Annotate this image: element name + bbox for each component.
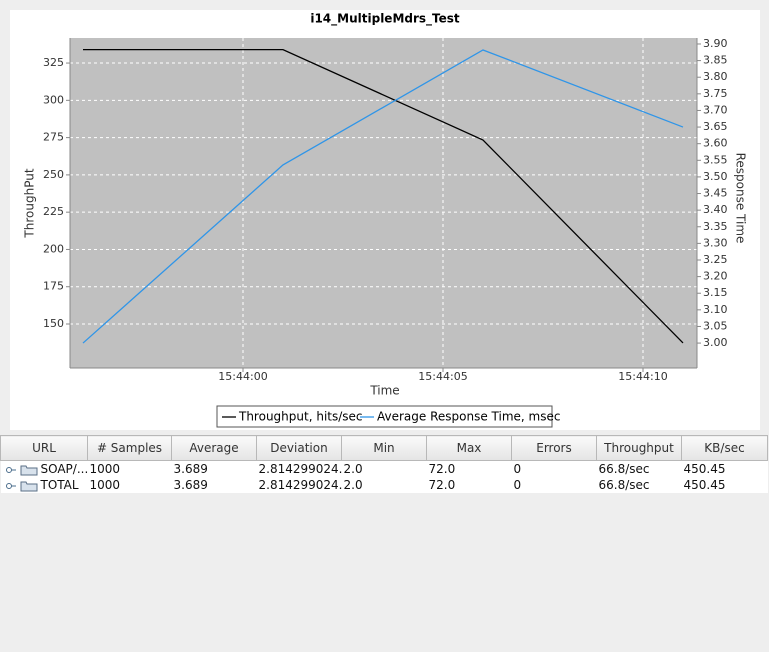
column-header: Errors (511, 435, 597, 461)
cell-text: 2.814299024... (258, 462, 342, 476)
y2-tick-label: 3.50 (703, 170, 728, 183)
y2-tick-label: 3.55 (703, 153, 728, 166)
legend-label: Average Response Time, msec (377, 410, 560, 424)
column-header: # Samples (87, 435, 172, 461)
cell-text: 0 (513, 462, 522, 476)
cell-text: 450.45 (683, 462, 726, 476)
y2-tick-label: 3.20 (703, 270, 728, 283)
y-tick-label: 225 (43, 205, 64, 218)
column-header: URL (0, 435, 88, 461)
chart-panel: i14_MultipleMdrs_Test Time ThroughPut Re… (10, 10, 760, 430)
series-line (82, 49, 684, 344)
table-row: TOTAL 1000 3.689 2.814299024... 2.0 72.0 0 66.8… (0, 477, 768, 493)
y-tick-label: 175 (43, 280, 64, 293)
x-tick-label: 15:44:10 (618, 370, 667, 383)
column-header: Deviation (256, 435, 342, 461)
y-tick-label: 300 (43, 93, 64, 106)
column-header: KB/sec (681, 435, 768, 461)
y-tick-label: 200 (43, 242, 64, 255)
table-cell: 2.814299024... (256, 477, 342, 493)
table-header: URL # Samples Average Deviation Min Max Errors… (0, 435, 768, 461)
tree-icon[interactable] (5, 480, 39, 492)
table-cell: 2.0 (341, 460, 427, 477)
legend-label: Throughput, hits/sec (238, 410, 363, 424)
cell-text: 1000 (89, 478, 121, 492)
results-table-panel: URL # Samples Average Deviation Min Max Errors… (0, 435, 769, 652)
y-tick-label: 150 (43, 317, 64, 330)
y2-tick-label: 3.75 (703, 87, 728, 100)
plot-area (70, 38, 697, 368)
cell-text: 66.8/sec (598, 462, 650, 476)
y2-tick-label: 3.80 (703, 70, 728, 83)
cell-text: 2.814299024... (258, 478, 342, 492)
table-cell: 3.689 (171, 460, 257, 477)
table-cell: 0 (511, 477, 597, 493)
y-tick-label: 325 (43, 56, 64, 69)
cell-text: 72.0 (428, 462, 456, 476)
table-cell: 72.0 (426, 477, 512, 493)
y2-tick-label: 3.45 (703, 187, 728, 200)
table-cell: 450.45 (681, 477, 768, 493)
x-tick-label: 15:44:05 (418, 370, 467, 383)
table-cell: 0 (511, 460, 597, 477)
y2-tick-label: 3.40 (703, 203, 728, 216)
cell-text: 1000 (89, 462, 121, 476)
cell-text: 72.0 (428, 478, 456, 492)
y2-tick-label: 3.30 (703, 236, 728, 249)
y2-tick-label: 3.10 (703, 303, 728, 316)
y2-axis-label: Response Time (734, 153, 748, 244)
tree-icon[interactable] (5, 464, 39, 476)
y2-tick-label: 3.70 (703, 103, 728, 116)
column-header: Min (341, 435, 427, 461)
y-tick-label: 250 (43, 168, 64, 181)
url-cell: SOAP/... (0, 460, 88, 477)
cell-text: 2.0 (343, 478, 363, 492)
x-axis-label: Time (369, 384, 399, 398)
cell-text: SOAP/... (40, 462, 88, 476)
cell-text: 450.45 (683, 478, 726, 492)
y-tick-label: 275 (43, 131, 64, 144)
x-tick-label: 15:44:00 (218, 370, 267, 383)
legend (216, 405, 553, 428)
cell-text: 3.689 (173, 478, 208, 492)
table-cell: 450.45 (681, 460, 768, 477)
y2-tick-label: 3.85 (703, 54, 728, 67)
y2-tick-label: 3.60 (703, 137, 728, 150)
y2-tick-label: 3.25 (703, 253, 728, 266)
chart-title: i14_MultipleMdrs_Test (310, 12, 460, 27)
table-cell: 72.0 (426, 460, 512, 477)
column-header: Max (426, 435, 512, 461)
table-cell: 2.0 (341, 477, 427, 493)
table-cell: 1000 (87, 460, 172, 477)
table-cell: 66.8/sec (596, 477, 682, 493)
table-row: SOAP/... 1000 3.689 2.814299024... 2.0 72.0 0 6… (0, 460, 768, 477)
y-axis-label: ThroughPut (23, 168, 37, 238)
table-cell: 66.8/sec (596, 460, 682, 477)
url-cell: TOTAL (0, 477, 88, 493)
cell-text: 66.8/sec (598, 478, 650, 492)
table-cell: 1000 (87, 477, 172, 493)
cell-text: 3.689 (173, 462, 208, 476)
cell-text: 0 (513, 478, 522, 492)
y2-tick-label: 3.65 (703, 120, 728, 133)
table-cell: 3.689 (171, 477, 257, 493)
cell-text: TOTAL (40, 478, 79, 492)
column-header: Average (171, 435, 257, 461)
results-table: URL # Samples Average Deviation Min Max Errors… (0, 435, 768, 493)
column-header: Throughput (596, 435, 682, 461)
y2-tick-label: 3.15 (703, 286, 728, 299)
y2-tick-label: 3.00 (703, 336, 728, 349)
cell-text: 2.0 (343, 462, 363, 476)
y2-tick-label: 3.35 (703, 220, 728, 233)
y2-tick-label: 3.05 (703, 319, 728, 332)
y2-tick-label: 3.90 (703, 37, 728, 50)
series-line (83, 48, 684, 344)
table-body: SOAP/... 1000 3.689 2.814299024... 2.0 72.0 0 6… (0, 460, 768, 493)
table-cell: 2.814299024... (256, 460, 342, 477)
